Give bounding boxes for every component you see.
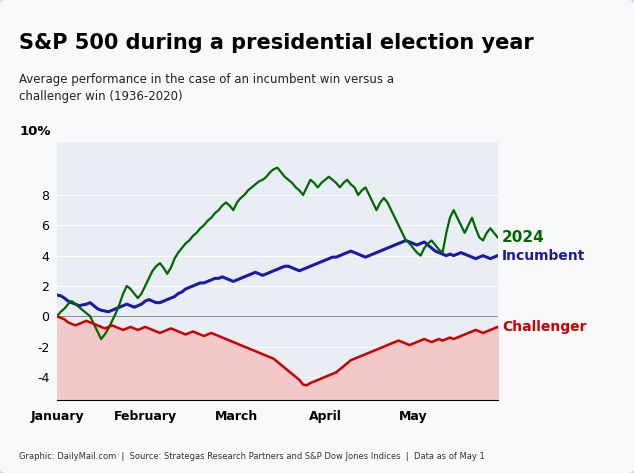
Text: 2024: 2024 xyxy=(502,230,545,245)
Text: 10%: 10% xyxy=(20,125,51,138)
Text: Average performance in the case of an incumbent win versus a
challenger win (193: Average performance in the case of an in… xyxy=(19,73,394,103)
Text: Challenger: Challenger xyxy=(502,320,586,334)
Text: Incumbent: Incumbent xyxy=(502,249,585,263)
Text: Graphic: DailyMail.com  |  Source: Strategas Research Partners and S&P Dow Jones: Graphic: DailyMail.com | Source: Strateg… xyxy=(19,452,485,461)
Text: S&P 500 during a presidential election year: S&P 500 during a presidential election y… xyxy=(19,33,534,53)
